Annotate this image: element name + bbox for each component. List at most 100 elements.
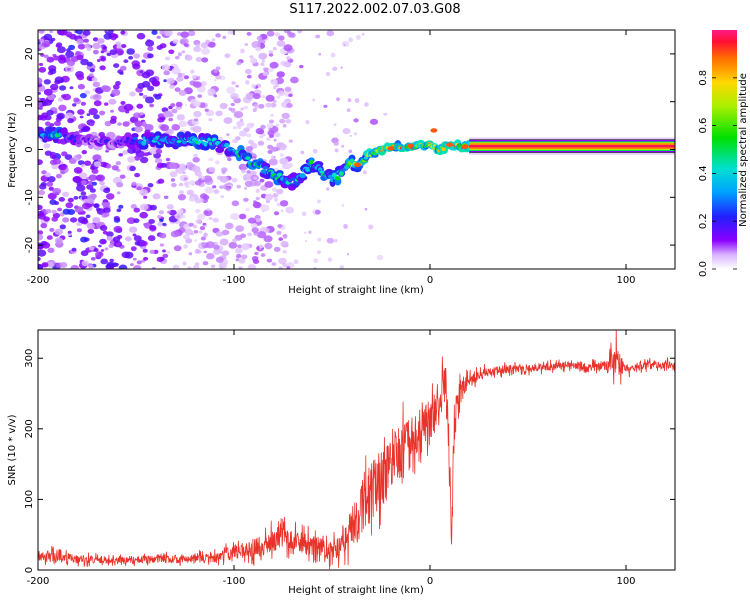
noise-blob [288, 139, 293, 143]
noise-blob [116, 182, 124, 188]
noise-blob [246, 74, 252, 79]
noise-blob [236, 184, 242, 189]
noise-blob [51, 216, 58, 222]
noise-blob [201, 57, 209, 63]
x-tick-label: 0 [427, 275, 433, 286]
noise-blob [230, 213, 240, 220]
noise-blob [154, 94, 162, 100]
noise-blob [76, 181, 82, 186]
noise-blob [272, 46, 277, 51]
ridge-halo [131, 133, 139, 139]
noise-blob [271, 262, 277, 266]
noise-blob [288, 93, 293, 98]
noise-blob [194, 248, 200, 254]
noise-blob [132, 63, 141, 70]
noise-blob [165, 56, 171, 61]
noise-blob [203, 209, 213, 217]
noise-blob [53, 55, 60, 61]
noise-blob [130, 246, 137, 251]
noise-blob [46, 56, 55, 63]
noise-blob [122, 121, 130, 127]
noise-blob [188, 252, 193, 256]
noise-blob [111, 89, 121, 96]
noise-blob [215, 256, 224, 263]
noise-blob [38, 159, 43, 165]
x-tick-label: -200 [27, 576, 50, 587]
noise-blob [171, 124, 180, 131]
noise-blob [278, 237, 284, 241]
noise-blob [219, 175, 229, 183]
noise-blob [122, 150, 129, 155]
noise-blob [43, 79, 51, 85]
noise-blob [202, 261, 209, 266]
noise-blob [169, 171, 178, 178]
noise-blob [218, 262, 227, 269]
noise-blob [67, 230, 72, 234]
noise-blob [276, 71, 285, 78]
noise-blob [168, 117, 174, 122]
noise-blob [177, 208, 184, 214]
noise-blob [238, 213, 247, 220]
noise-blob [219, 185, 224, 190]
noise-blob [333, 123, 337, 127]
noise-blob [206, 208, 211, 212]
noise-blob [159, 30, 166, 35]
noise-blob [160, 124, 170, 132]
noise-blob [101, 85, 109, 91]
noise-blob [97, 38, 105, 44]
noise-blob [38, 249, 47, 257]
noise-blob [64, 154, 73, 161]
noise-blob [286, 266, 291, 269]
noise-blob [57, 97, 64, 102]
noise-blob [364, 207, 368, 211]
noise-blob [315, 34, 321, 39]
colorbar-tick-label: 0.6 [698, 118, 709, 134]
noise-blob [272, 99, 277, 103]
noise-blob [118, 264, 128, 269]
noise-blob [208, 157, 214, 162]
noise-blob [274, 197, 278, 202]
noise-blob [100, 57, 106, 62]
noise-blob [149, 224, 157, 231]
noise-blob [39, 39, 45, 43]
noise-blob [221, 250, 230, 256]
noise-blob [119, 174, 126, 179]
noise-blob [193, 224, 197, 229]
noise-blob [140, 192, 145, 196]
noise-blob [149, 103, 155, 108]
noise-blob [290, 76, 299, 84]
noise-blob [80, 250, 89, 257]
colorbar-tick-label: 0.4 [698, 165, 709, 181]
noise-blob [194, 239, 197, 242]
noise-blob [92, 37, 99, 42]
noise-blob [130, 263, 134, 267]
noise-blob [286, 30, 292, 35]
noise-blob [224, 53, 231, 58]
x-tick-label: 100 [616, 275, 635, 286]
noise-blob [260, 253, 266, 257]
noise-blob [109, 118, 117, 124]
noise-blob [261, 59, 265, 63]
noise-blob [52, 152, 56, 156]
noise-blob [133, 207, 141, 213]
noise-blob [67, 197, 74, 203]
noise-blob [264, 181, 274, 188]
noise-blob [273, 211, 280, 216]
noise-blob [212, 217, 219, 223]
noise-blob [157, 117, 165, 123]
noise-blob [62, 208, 71, 215]
colorbar-tick-label: 0.8 [698, 70, 709, 86]
noise-blob [62, 217, 70, 223]
noise-blob [255, 196, 260, 201]
noise-blob [46, 235, 53, 240]
noise-blob [271, 79, 274, 82]
noise-blob [99, 110, 106, 116]
noise-blob [70, 217, 78, 223]
noise-blob [113, 225, 123, 233]
noise-blob [317, 237, 322, 242]
noise-blob [133, 218, 140, 224]
noise-blob [126, 217, 136, 225]
noise-blob [173, 245, 182, 252]
noise-blob [38, 66, 47, 73]
noise-blob [280, 147, 283, 150]
